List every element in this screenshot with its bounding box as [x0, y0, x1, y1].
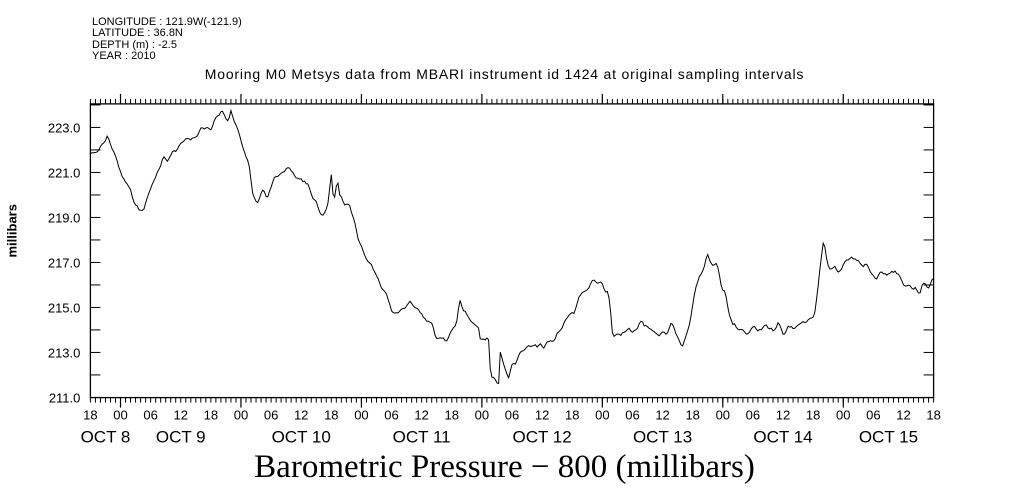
svg-text:OCT 8: OCT 8	[81, 428, 131, 447]
svg-text:OCT 14: OCT 14	[753, 428, 812, 447]
svg-text:OCT 11: OCT 11	[393, 428, 451, 447]
svg-text:18: 18	[204, 408, 218, 423]
svg-text:18: 18	[685, 408, 699, 423]
svg-text:12: 12	[174, 408, 188, 423]
svg-text:OCT 13: OCT 13	[633, 428, 692, 447]
svg-text:18: 18	[324, 408, 338, 423]
svg-text:00: 00	[354, 408, 368, 423]
svg-text:00: 00	[836, 408, 850, 423]
svg-text:12: 12	[294, 408, 308, 423]
svg-text:213.0: 213.0	[48, 345, 81, 360]
svg-text:00: 00	[475, 408, 489, 423]
svg-text:06: 06	[264, 408, 278, 423]
svg-text:18: 18	[926, 408, 940, 423]
svg-text:00: 00	[595, 408, 609, 423]
svg-text:06: 06	[746, 408, 760, 423]
svg-text:06: 06	[384, 408, 398, 423]
svg-text:223.0: 223.0	[48, 120, 81, 135]
svg-text:00: 00	[234, 408, 248, 423]
svg-text:00: 00	[716, 408, 730, 423]
svg-text:217.0: 217.0	[48, 255, 81, 270]
svg-text:18: 18	[806, 408, 820, 423]
svg-text:18: 18	[445, 408, 459, 423]
svg-text:215.0: 215.0	[48, 300, 81, 315]
svg-text:OCT 10: OCT 10	[272, 428, 331, 447]
svg-text:12: 12	[776, 408, 790, 423]
svg-text:00: 00	[113, 408, 127, 423]
svg-text:OCT 9: OCT 9	[156, 428, 206, 447]
svg-text:18: 18	[565, 408, 579, 423]
svg-text:06: 06	[625, 408, 639, 423]
svg-text:06: 06	[866, 408, 880, 423]
svg-text:12: 12	[896, 408, 910, 423]
svg-text:219.0: 219.0	[48, 210, 81, 225]
svg-text:12: 12	[655, 408, 669, 423]
svg-text:18: 18	[83, 408, 97, 423]
svg-text:06: 06	[143, 408, 157, 423]
svg-text:211.0: 211.0	[49, 390, 81, 405]
svg-text:221.0: 221.0	[48, 165, 81, 180]
svg-text:OCT 12: OCT 12	[513, 428, 572, 447]
svg-text:12: 12	[414, 408, 428, 423]
svg-text:06: 06	[505, 408, 519, 423]
svg-text:OCT 15: OCT 15	[859, 428, 918, 447]
svg-text:12: 12	[535, 408, 549, 423]
